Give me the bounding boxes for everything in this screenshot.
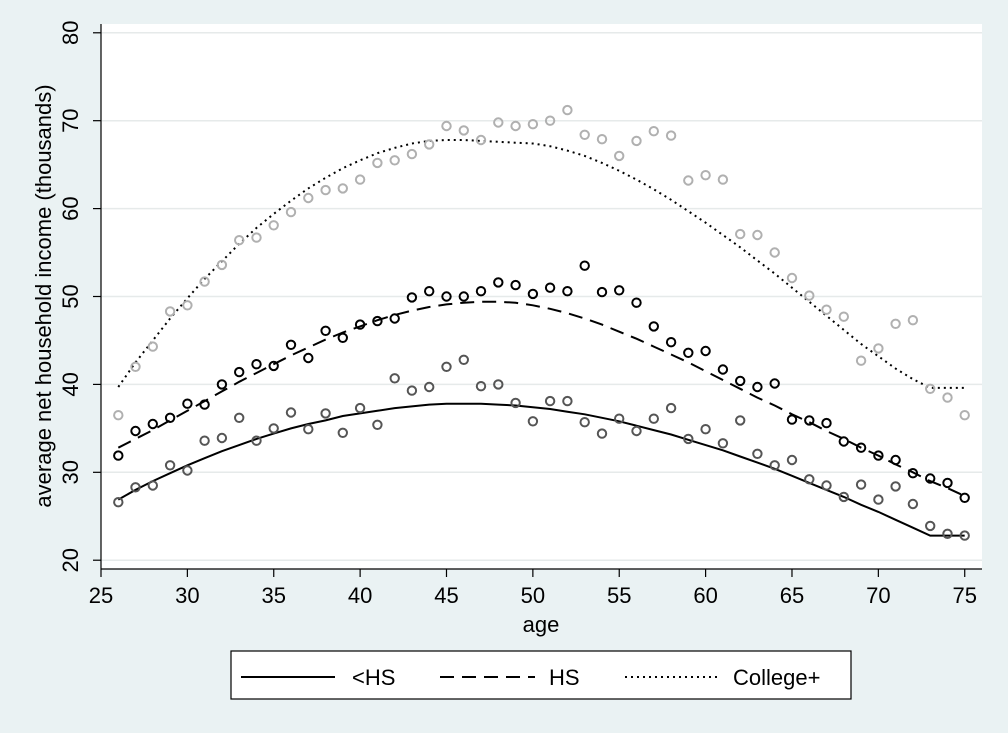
y-tick-label: 70	[58, 108, 83, 132]
y-tick-label: 50	[58, 284, 83, 308]
legend-label-lths: <HS	[352, 665, 395, 690]
x-tick-label: 45	[434, 583, 458, 608]
x-tick-label: 60	[693, 583, 717, 608]
y-tick-label: 30	[58, 460, 83, 484]
legend-label-hs: HS	[549, 665, 580, 690]
x-tick-label: 65	[780, 583, 804, 608]
x-tick-label: 55	[607, 583, 631, 608]
x-tick-label: 50	[521, 583, 545, 608]
x-axis-title: age	[523, 612, 560, 637]
x-tick-label: 25	[89, 583, 113, 608]
x-tick-label: 75	[952, 583, 976, 608]
y-tick-label: 40	[58, 372, 83, 396]
y-tick-label: 80	[58, 21, 83, 45]
x-tick-label: 40	[348, 583, 372, 608]
y-axis-title: average net household income (thousands)	[31, 84, 56, 507]
y-tick-label: 60	[58, 196, 83, 220]
x-tick-label: 35	[262, 583, 286, 608]
legend: <HS HS College+	[231, 651, 851, 699]
y-tick-label: 20	[58, 548, 83, 572]
x-tick-label: 30	[175, 583, 199, 608]
x-tick-label: 70	[866, 583, 890, 608]
legend-label-college: College+	[733, 665, 820, 690]
